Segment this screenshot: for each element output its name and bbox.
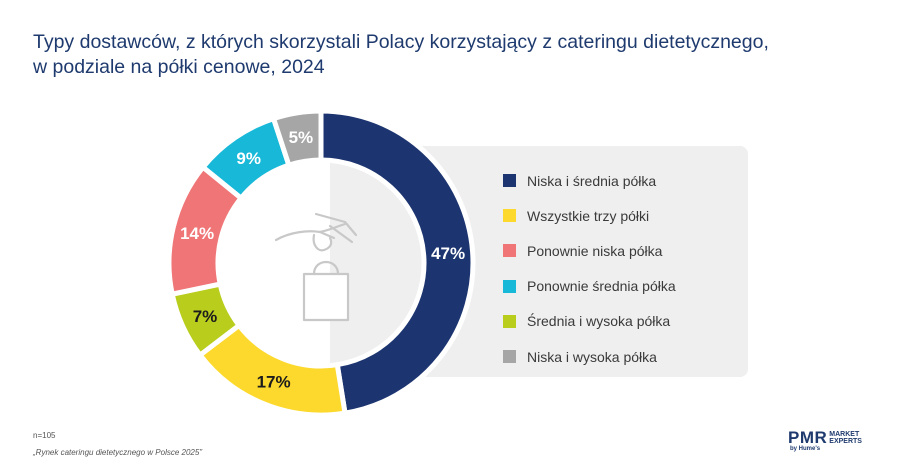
legend-item-srednia-i-wysoka-polka: Średnia i wysoka półka <box>503 304 676 339</box>
slice-niska-i-wysoka-polka <box>270 108 324 169</box>
logo-side-text: MARKET EXPERTS <box>829 431 862 445</box>
legend-label: Wszystkie trzy półki <box>527 207 650 224</box>
legend-swatch <box>503 244 516 258</box>
data-label-niska-i-wysoka-polka: 5% <box>289 128 314 147</box>
legend-swatch <box>503 279 516 293</box>
logo-side-line-1: MARKET <box>829 431 860 438</box>
legend-item-niska-i-wysoka-polka: Niska i wysoka półka <box>503 339 676 374</box>
legend-item-ponownie-srednia-polka: Ponownie średnia półka <box>503 269 676 304</box>
legend-item-ponownie-niska-polka: Ponownie niska półka <box>503 233 676 268</box>
data-label-ponownie-niska-polka: 14% <box>180 224 214 243</box>
legend-swatch <box>503 314 516 328</box>
legend-label: Ponownie niska półka <box>527 242 663 259</box>
chart-title-line-2: w podziale na półki cenowe, 2024 <box>33 56 325 78</box>
data-label-srednia-i-wysoka-polka: 7% <box>193 307 218 326</box>
legend-swatch <box>503 350 516 364</box>
legend-swatch <box>503 209 516 223</box>
source-note: „Rynek cateringu dietetycznego w Polsce … <box>33 448 202 457</box>
logo-side-line-2: EXPERTS <box>829 438 862 445</box>
data-label-ponownie-srednia-polka: 9% <box>236 149 261 168</box>
data-label-wszystkie-trzy-polki: 17% <box>257 372 291 391</box>
logo-main-text: PMR <box>788 428 828 447</box>
legend-swatch <box>503 174 516 188</box>
hand-holding-shopping-bag-icon <box>274 212 358 322</box>
data-label-niska-i-srednia-polka: 47% <box>431 244 465 263</box>
slice-niska-i-srednia-polka <box>318 108 476 416</box>
sample-size-note: n=105 <box>33 431 56 440</box>
legend-item-wszystkie-trzy-polki: Wszystkie trzy półki <box>503 198 676 233</box>
legend-label: Niska i wysoka półka <box>527 348 657 365</box>
chart-legend: Niska i średnia półka Wszystkie trzy półk… <box>503 163 676 374</box>
chart-title: Typy dostawców, z których skorzystali Po… <box>33 30 833 80</box>
chart-title-line-1: Typy dostawców, z których skorzystali Po… <box>33 31 769 53</box>
legend-item-niska-i-srednia-polka: Niska i średnia półka <box>503 163 676 198</box>
legend-label: Średnia i wysoka półka <box>527 313 671 330</box>
legend-label: Ponownie średnia półka <box>527 278 676 295</box>
logo-sub-text: by Hume's <box>790 446 821 452</box>
pmr-logo: PMR MARKET EXPERTS by Hume's <box>788 428 862 452</box>
legend-label: Niska i średnia półka <box>527 172 657 189</box>
